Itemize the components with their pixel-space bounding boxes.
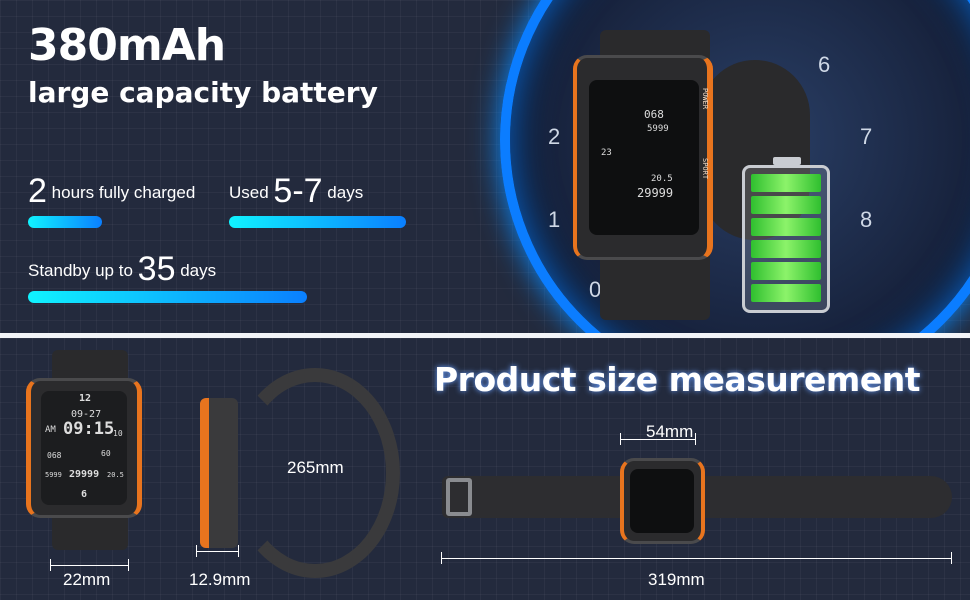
usage-prefix: Used <box>229 183 269 202</box>
side-watch <box>200 398 238 548</box>
usage-bar <box>229 216 406 228</box>
battery-subtitle: large capacity battery <box>28 76 378 109</box>
watch-screen <box>630 469 694 533</box>
usage-suffix: days <box>327 183 364 202</box>
battery-capacity-title: 380mAh <box>28 20 226 71</box>
width-line <box>50 565 128 566</box>
flat-watch <box>620 458 705 544</box>
steps-small-value: 5999 <box>647 124 669 134</box>
charge-time-bar <box>28 216 102 228</box>
dial-number: 7 <box>860 124 873 149</box>
sport-label: SPORT <box>701 158 709 180</box>
temp-left-value: 23 <box>601 148 612 158</box>
thickness-label: 12.9mm <box>189 570 251 589</box>
usage-value: 5-7 <box>273 172 323 210</box>
power-label: POWER <box>701 88 709 110</box>
standby-stat: Standby up to 35 days <box>28 250 216 289</box>
temperature-value: 20.5 <box>107 471 124 479</box>
smartwatch: 068 5999 23 20.5 29999 POWER SPORT <box>573 55 713 260</box>
size-title: Product size measurement <box>434 360 920 399</box>
heart-rate-value: 068 <box>47 451 62 460</box>
heart-rate-value: 068 <box>644 108 664 121</box>
dial-12: 12 <box>79 393 92 404</box>
charge-time-label: hours fully charged <box>51 183 196 202</box>
steps-small-value: 5999 <box>45 471 62 479</box>
dial-number: 6 <box>818 52 831 77</box>
battery-terminal <box>773 157 801 165</box>
battery-section: 0 1 2 6 7 8 380mAh large capacity batter… <box>0 0 970 333</box>
dial-6: 6 <box>81 489 88 500</box>
dial-number: 2 <box>548 124 561 149</box>
size-section: Product size measurement 12 09-27 AM 09:… <box>0 338 970 600</box>
front-watch: 12 09-27 AM 09:15 10 068 60 5999 29999 2… <box>26 378 142 518</box>
charge-time-value: 2 <box>28 172 47 210</box>
temperature-value: 20.5 <box>651 174 673 184</box>
watch-screen: 12 09-27 AM 09:15 10 068 60 5999 29999 2… <box>41 391 127 505</box>
standby-bar <box>28 291 307 303</box>
standby-prefix: Standby up to <box>28 261 133 280</box>
seconds-value: 10 <box>113 429 123 438</box>
thickness-line <box>196 551 238 552</box>
dial-number: 0 <box>589 277 602 302</box>
date-value: 09-27 <box>71 409 102 420</box>
case-length-label: 54mm <box>646 422 694 441</box>
section-divider <box>0 333 970 338</box>
battery-icon <box>742 157 830 313</box>
battery-value: 60 <box>101 449 111 458</box>
watch-screen: 068 5999 23 20.5 29999 <box>589 80 699 235</box>
steps-value: 29999 <box>637 186 674 200</box>
usage-stat: Used 5-7 days <box>229 172 363 211</box>
buckle <box>446 478 472 516</box>
width-label: 22mm <box>63 570 111 589</box>
standby-suffix: days <box>180 261 217 280</box>
steps-value: 29999 <box>69 469 100 480</box>
ampm-value: AM <box>45 425 56 435</box>
circumference-label: 265mm <box>287 458 344 477</box>
total-length-label: 319mm <box>648 570 705 589</box>
watch-strap <box>600 250 710 320</box>
total-length-line <box>441 558 951 559</box>
charge-time-stat: 2 hours fully charged <box>28 172 195 211</box>
time-value: 09:15 <box>63 419 115 439</box>
dial-number: 8 <box>860 207 873 232</box>
case-length-line <box>620 439 695 440</box>
standby-value: 35 <box>137 250 176 288</box>
dial-number: 1 <box>548 207 561 232</box>
